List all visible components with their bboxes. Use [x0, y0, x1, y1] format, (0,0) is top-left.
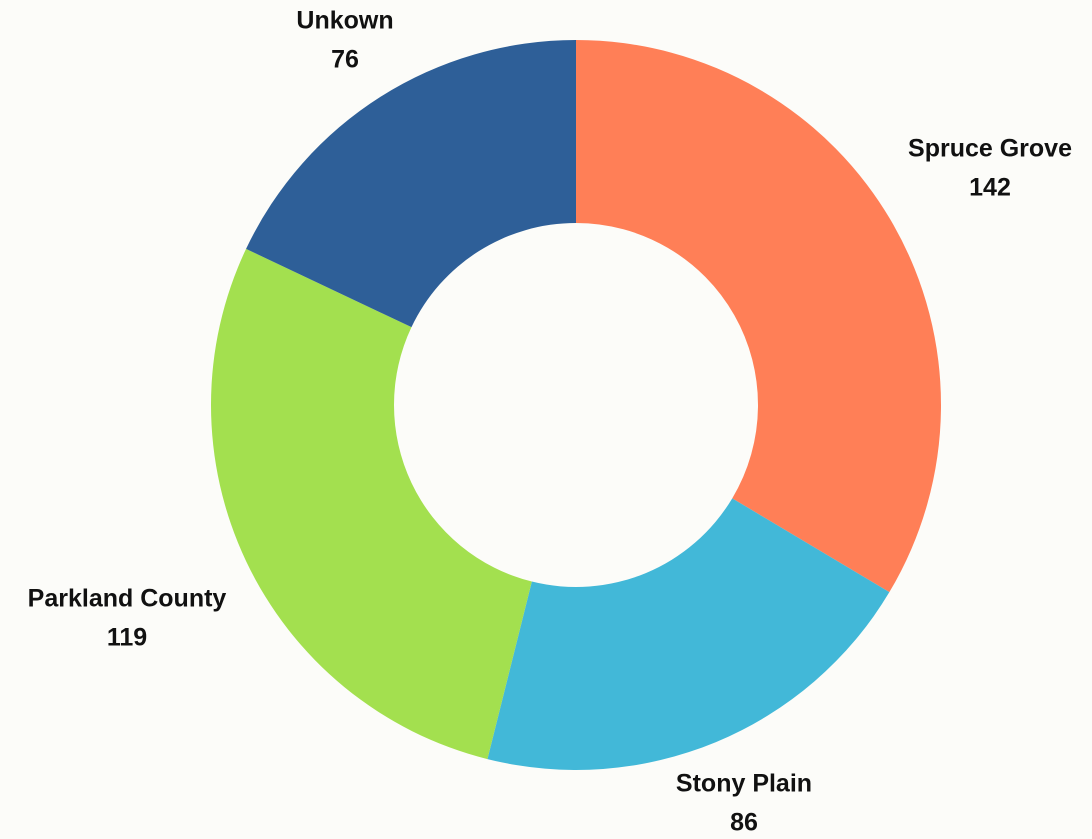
slice-value: 76	[331, 46, 359, 74]
donut-slice	[246, 40, 577, 328]
slice-label: Spruce Grove	[908, 135, 1072, 163]
slice-label: Parkland County	[28, 585, 227, 613]
donut-slice	[576, 40, 942, 593]
slice-value: 142	[969, 174, 1011, 202]
slice-label: Stony Plain	[676, 770, 812, 798]
slice-label: Unkown	[296, 7, 393, 35]
donut-slice	[210, 248, 532, 760]
slice-value: 119	[107, 624, 147, 652]
donut-slice	[487, 498, 890, 770]
slice-value: 86	[730, 809, 758, 837]
